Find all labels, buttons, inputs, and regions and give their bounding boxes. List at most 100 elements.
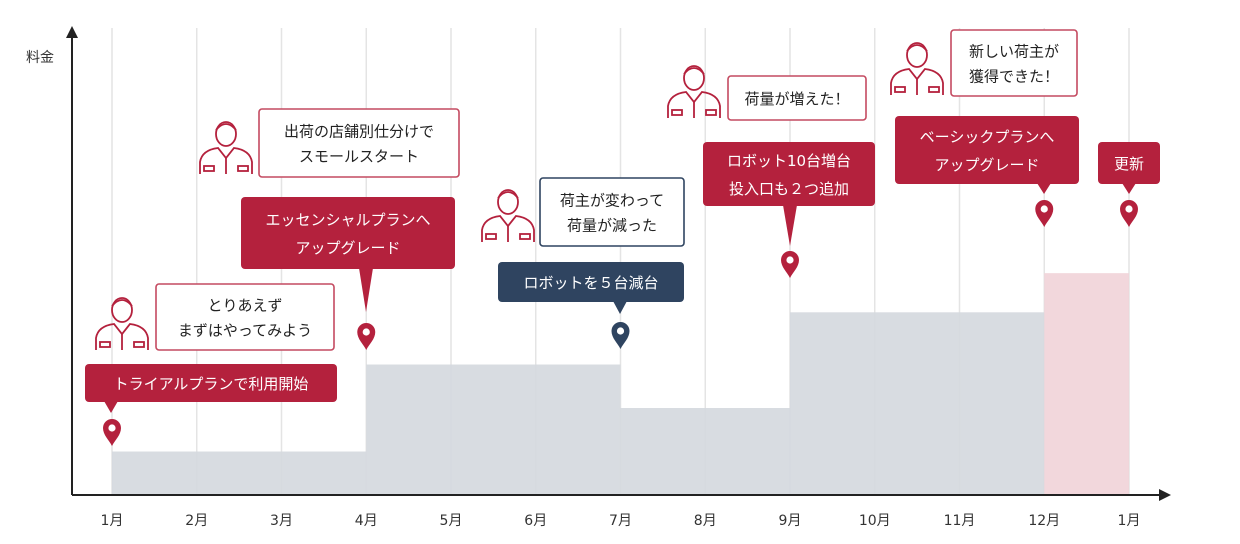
person-badge: [133, 341, 145, 348]
x-tick-label: 8月: [694, 513, 717, 529]
pin-body: [103, 419, 121, 446]
event-label-tail: [1037, 183, 1051, 194]
area-step: [112, 451, 367, 495]
pin-body: [1120, 200, 1138, 227]
person-hair: [906, 44, 928, 52]
person-head: [215, 121, 237, 147]
area-step: [620, 408, 790, 495]
y-axis-arrow: [66, 26, 78, 38]
event-label-box: [85, 364, 337, 402]
map-pin-icon: [357, 323, 376, 350]
event-label-box: [895, 116, 1079, 184]
x-tick-label: 6月: [524, 513, 547, 529]
thought-text: 荷主が変わって: [560, 192, 664, 210]
thought-text: 荷量が増えた！: [744, 90, 849, 108]
plot-areas: [112, 273, 1129, 495]
pin-body: [611, 322, 630, 349]
person-hair: [215, 123, 237, 131]
pin-body: [357, 323, 376, 350]
person-badge: [894, 86, 906, 93]
person-badge: [671, 109, 683, 116]
event-label-text: ベーシックプランへ: [920, 128, 1055, 146]
thought-box: [950, 29, 1078, 97]
x-tick-label: 5月: [440, 513, 463, 529]
thought-box: [258, 108, 460, 178]
pin-hole: [108, 424, 116, 432]
event-annotations: トライアルプランで利用開始とりあえずまずはやってみようエッセンシャルプランへアッ…: [85, 29, 1160, 446]
event-label-box: [498, 262, 684, 302]
event-label-tail: [104, 401, 118, 413]
event-label-text: アップグレード: [295, 239, 400, 257]
thought-box: [539, 177, 685, 247]
x-tick-label: 9月: [779, 513, 802, 529]
x-tick-label: 2月: [185, 513, 208, 529]
event-label-text: ロボット10台増台: [727, 152, 851, 170]
thought-text: 荷量が減った: [567, 217, 657, 235]
person-badge: [237, 165, 249, 172]
pin-hole: [616, 327, 625, 335]
pin-body: [1035, 200, 1054, 227]
x-axis-arrow: [1159, 489, 1171, 501]
x-tick-label: 10月: [859, 513, 891, 529]
event-label-text: トライアルプランで利用開始: [114, 375, 309, 393]
event-label-tail: [783, 205, 797, 246]
axes: 料金: [26, 26, 1171, 501]
map-pin-icon: [1120, 200, 1138, 227]
pin-hole: [786, 256, 794, 264]
person-icon: [199, 121, 253, 174]
pin-hole: [362, 328, 370, 336]
person-hair: [111, 299, 133, 307]
thought-text: 出荷の店舗別仕分けで: [284, 123, 434, 141]
person-head: [683, 65, 705, 91]
person-head: [906, 42, 928, 68]
map-pin-icon: [103, 419, 121, 446]
event-label-box: [703, 142, 875, 206]
event-label-tail: [1122, 183, 1136, 194]
map-pin-icon: [781, 251, 799, 278]
area-step: [366, 364, 621, 495]
x-tick-label: 12月: [1028, 513, 1060, 529]
person-icon: [481, 189, 535, 242]
x-tick-label: 3月: [270, 513, 293, 529]
thought-box: [727, 75, 867, 121]
x-tick-label: 4月: [355, 513, 378, 529]
event-label-text: ロボットを５台減台: [523, 274, 658, 292]
person-badge: [928, 86, 940, 93]
event-label-tail: [359, 268, 373, 312]
person-icon: [890, 42, 944, 95]
person-icon: [95, 297, 149, 350]
pin-hole: [1125, 205, 1133, 213]
thought-text: スモールスタート: [299, 148, 419, 166]
person-icon: [667, 65, 721, 118]
event-label-tail: [613, 301, 627, 314]
area-step: [790, 312, 1045, 495]
map-pin-icon: [611, 322, 630, 349]
x-tick-labels: 1月 2月 3月 4月 5月 6月 7月 8月 9月 10月 11月 12月 1月: [101, 513, 1141, 529]
pin-hole: [1040, 205, 1048, 213]
area-step: [1044, 273, 1129, 495]
thought-text: まずはやってみよう: [178, 322, 312, 340]
person-head: [497, 189, 519, 215]
person-hair: [683, 67, 705, 75]
thought-text: 新しい荷主が: [969, 43, 1059, 61]
person-hair: [497, 191, 519, 199]
map-pin-icon: [1035, 200, 1054, 227]
x-tick-label: 1月: [101, 513, 124, 529]
event-6: 更新: [1098, 142, 1160, 227]
thought-box: [155, 283, 335, 351]
pin-body: [781, 251, 799, 278]
person-badge: [705, 109, 717, 116]
thought-text: 獲得できた！: [969, 68, 1059, 86]
person-badge: [203, 165, 215, 172]
person-badge: [519, 233, 531, 240]
y-axis-label: 料金: [26, 50, 54, 66]
thought-text: とりあえず: [207, 297, 282, 315]
event-label-text: エッセンシャルプランへ: [265, 211, 430, 229]
event-label-text: アップグレード: [934, 156, 1039, 174]
